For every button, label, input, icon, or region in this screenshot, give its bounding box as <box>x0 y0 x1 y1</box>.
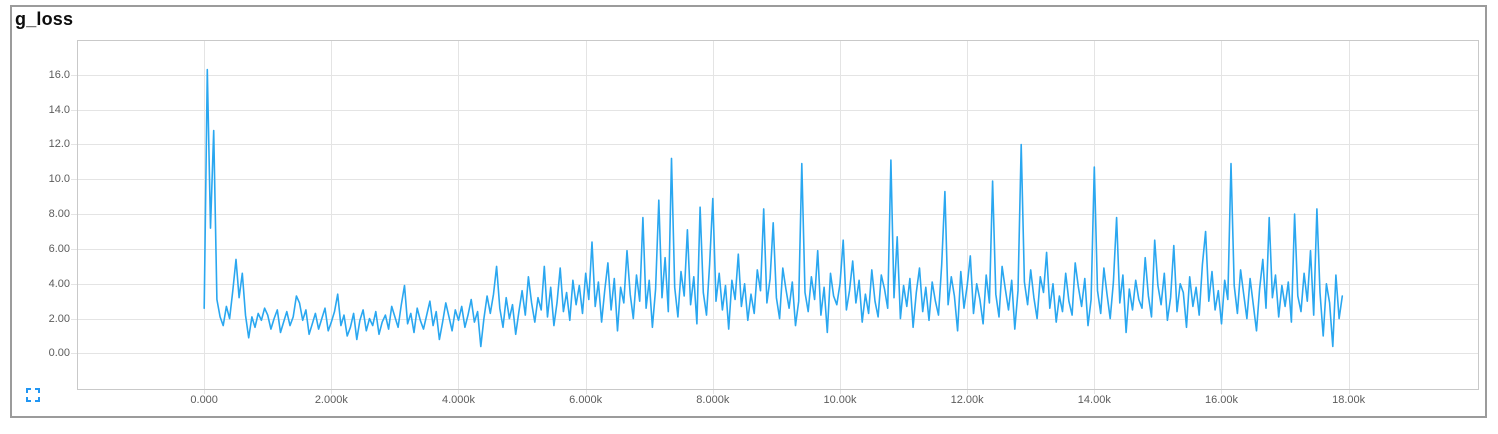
y-tick-label: 2.00 <box>48 312 70 325</box>
y-tick-label: 8.00 <box>48 208 70 221</box>
x-tick-label: 8.000k <box>696 394 730 406</box>
x-tick-label: 4.000k <box>441 394 475 406</box>
y-tick-label: 14.0 <box>48 103 70 116</box>
x-tick-label: 10.00k <box>823 394 857 406</box>
series-line-g_loss <box>203 68 1344 348</box>
scalar-chart-card: g_loss 0.00 2.00 4.00 6.00 8.00 10.0 12.0 14.0 1… <box>10 5 1487 418</box>
y-tick-label: 12.0 <box>48 138 70 151</box>
y-tick-label: 16.0 <box>48 68 70 81</box>
y-tick-label: 0.00 <box>48 347 70 360</box>
chart-title: g_loss <box>15 9 74 29</box>
y-tick-label: 10.0 <box>48 173 70 186</box>
y-tick-label: 6.00 <box>48 242 70 255</box>
fullscreen-icon <box>26 388 40 402</box>
x-axis-labels: 0.000 2.000k 4.000k 6.000k 8.000k 10.00k 12.00… <box>77 393 1479 409</box>
y-axis-labels: 0.00 2.00 4.00 6.00 8.00 10.0 12.0 14.0 16.0 <box>12 40 70 390</box>
x-tick-label: 6.000k <box>569 394 603 406</box>
x-tick-label: 12.00k <box>950 394 984 406</box>
fullscreen-button[interactable] <box>25 388 41 404</box>
loss-line-chart[interactable] <box>71 40 1479 394</box>
x-tick-label: 2.000k <box>314 394 348 406</box>
x-tick-label: 16.00k <box>1204 394 1238 406</box>
y-tick-label: 4.00 <box>48 277 70 290</box>
plot-border <box>77 40 1479 390</box>
x-tick-label: 14.00k <box>1077 394 1111 406</box>
x-tick-label: 18.00k <box>1332 394 1366 406</box>
x-tick-label: 0.000 <box>190 394 218 406</box>
